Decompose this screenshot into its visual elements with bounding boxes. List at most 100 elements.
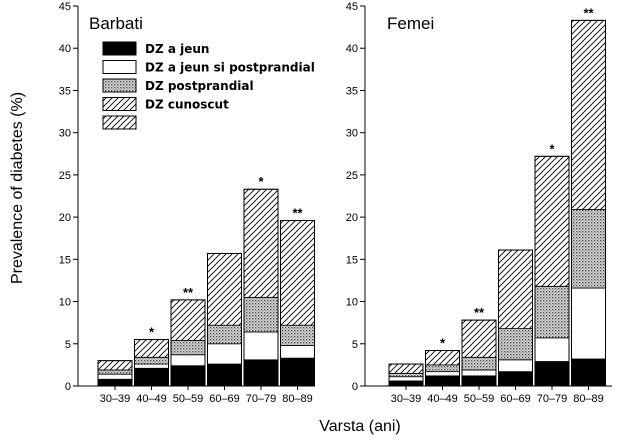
x-tick-label: 30–39: [100, 393, 131, 405]
x-axis-title: Varsta (ani): [319, 418, 401, 435]
bar-segment-solid-black: [425, 375, 460, 387]
bar-segment-solid-black: [134, 367, 169, 387]
y-tick-label: 15: [346, 254, 358, 266]
bar-segment-dotted: [461, 356, 497, 371]
bar-outline: [280, 219, 315, 387]
bar-segment-dotted: [207, 324, 242, 345]
x-tick-label: 80–89: [282, 393, 313, 405]
bar-outline: [461, 319, 497, 387]
legend-swatch-white: [102, 60, 137, 74]
x-tick-label: 60–69: [500, 393, 531, 405]
significance-marker: *: [549, 141, 555, 156]
bar-outline: [170, 299, 206, 387]
legend-label: DZ a jeun: [145, 42, 209, 56]
bar-segment-dotted: [498, 328, 533, 361]
y-tick-label: 20: [59, 212, 71, 224]
bar-outline: [97, 360, 133, 387]
bar-segment-white: [207, 343, 242, 365]
bar-segment-white: [170, 354, 206, 367]
y-tick-label: 40: [346, 43, 358, 55]
legend-swatch-hatched: [102, 115, 137, 130]
bar-segment-dotted: [425, 364, 460, 373]
x-tick-label: 40–49: [427, 393, 458, 405]
x-tick-label: 60–69: [209, 393, 240, 405]
bar-outline: [534, 155, 570, 387]
y-tick-label: 20: [346, 212, 358, 224]
bar-outline: [207, 252, 242, 387]
bar-segment-solid-black: [243, 359, 279, 387]
bar-segment-solid-black: [97, 378, 133, 387]
y-tick-label: 40: [59, 43, 71, 55]
panel-femei: Femei 0 5 10 15 20 25 30 35 40 45 30–39 40–49 50–59 6…: [346, 1, 612, 405]
significance-marker: **: [183, 285, 194, 300]
bar-segment-white: [243, 331, 279, 361]
bar-segment-white: [498, 359, 533, 373]
bar-segment-hatched: [97, 360, 133, 371]
x-tick-label: 50–59: [464, 393, 495, 405]
y-tick-label: 10: [59, 297, 71, 309]
bar-segment-solid-black: [280, 357, 315, 387]
significance-marker: *: [149, 325, 155, 340]
bar-segment-hatched: [388, 363, 424, 374]
bar-segment-solid-black: [170, 365, 206, 387]
significance-marker: **: [292, 205, 303, 220]
bar-segment-hatched: [170, 299, 206, 341]
bar-segment-dotted: [134, 356, 169, 365]
bar-segment-solid-black: [207, 363, 242, 387]
panel-title: Barbati: [89, 14, 143, 33]
bar-outline: [134, 339, 169, 387]
x-tick-label: 30–39: [391, 393, 422, 405]
y-tick-label: 45: [346, 1, 358, 13]
y-tick-label: 5: [352, 339, 358, 351]
y-axis-title: Prevalence of diabetes (%): [9, 92, 26, 284]
x-tick-label: 40–49: [136, 393, 167, 405]
x-tick-label: 70–79: [246, 393, 277, 405]
y-tick-label: 30: [59, 128, 71, 140]
legend-swatch-dotted: [102, 78, 137, 93]
bar-segment-solid-black: [388, 380, 424, 387]
legend-swatch-hatched: [102, 97, 137, 111]
bar-segment-hatched: [134, 339, 169, 358]
bar-segment-white: [571, 287, 606, 360]
legend-swatch-solid-black: [102, 41, 137, 56]
x-tick-label: 70–79: [537, 393, 568, 405]
bar-segment-white: [534, 337, 570, 362]
bar-outline: [498, 249, 533, 387]
bar-outline: [243, 188, 279, 387]
y-tick-label: 25: [59, 170, 71, 182]
bar-segment-solid-black: [571, 358, 606, 387]
y-tick-label: 0: [352, 381, 358, 393]
panel-title: Femei: [387, 14, 434, 33]
legend-label: DZ postprandial: [145, 79, 254, 93]
bar-segment-white: [97, 373, 133, 380]
bar-segment-white: [388, 376, 424, 382]
bar-segment-hatched: [461, 319, 497, 358]
y-tick-label: 0: [65, 381, 71, 393]
significance-marker: **: [474, 305, 485, 320]
bar-segment-dotted: [97, 369, 133, 375]
bar-segment-dotted: [170, 339, 206, 356]
bar-segment-solid-black: [534, 361, 570, 387]
bar-segment-white: [134, 363, 169, 369]
bar-segment-white: [425, 371, 460, 377]
panel-barbati: Barbati 0 5 10 15 20 25 30 35 40 45 30–39 40–49 50–5…: [59, 1, 315, 405]
y-tick-label: 45: [59, 1, 71, 13]
y-tick-label: 15: [59, 254, 71, 266]
y-tick-label: 30: [346, 128, 358, 140]
y-tick-label: 5: [65, 339, 71, 351]
bar-segment-solid-black: [498, 371, 533, 387]
bar-segment-hatched: [571, 19, 606, 210]
bar-segment-hatched: [207, 253, 242, 326]
significance-marker: **: [583, 5, 594, 20]
bar-outline: [425, 350, 460, 387]
bar-segment-hatched: [534, 155, 570, 287]
legend-label: DZ cunoscut: [145, 98, 229, 112]
bar-segment-dotted: [571, 209, 606, 289]
y-tick-label: 35: [59, 85, 71, 97]
bar-segment-hatched: [425, 350, 460, 366]
bar-outline: [388, 363, 424, 387]
x-tick-label: 50–59: [173, 393, 204, 405]
bar-segment-dotted: [388, 372, 424, 378]
bar-segment-hatched: [280, 220, 315, 326]
